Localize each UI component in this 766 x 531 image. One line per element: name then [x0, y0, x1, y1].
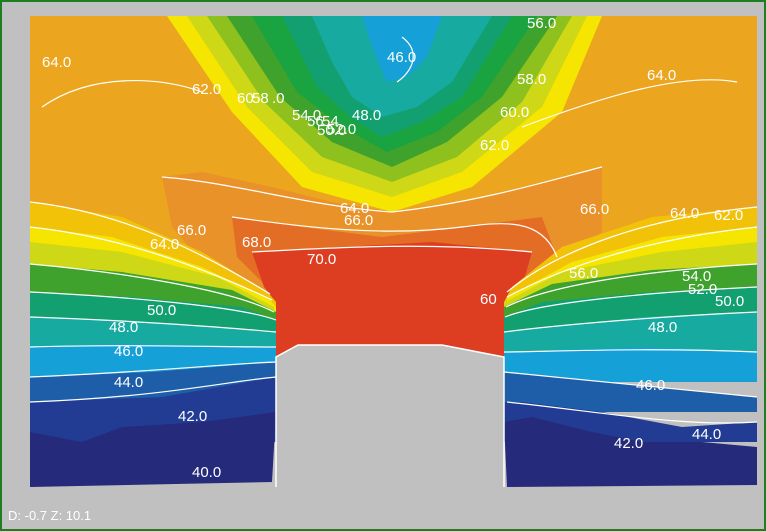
status-readout: D: -0.7 Z: 10.1 [8, 508, 91, 523]
contour-label: 52.0 [327, 121, 356, 138]
contour-label: 64.0 [670, 205, 699, 222]
contour-label: 40.0 [192, 464, 221, 481]
contour-label: 56.0 [527, 15, 556, 32]
contour-label: 44.0 [692, 426, 721, 443]
contour-label: 64.0 [647, 67, 676, 84]
contour-label: 62.0 [192, 81, 221, 98]
contour-label: 56.0 [569, 265, 598, 282]
contour-label: 58 [252, 90, 269, 107]
contour-label: 50.0 [147, 302, 176, 319]
contour-label: 70.0 [307, 251, 336, 268]
contour-label: 58.0 [517, 71, 546, 88]
contour-label: 42.0 [614, 435, 643, 452]
contour-label: 50.0 [715, 293, 744, 310]
contour-label: 66.0 [344, 212, 373, 229]
contour-label: 48.0 [109, 319, 138, 336]
contour-label: 60.0 [500, 104, 529, 121]
contour-label: 46.0 [114, 343, 143, 360]
contour-label: 48.0 [352, 107, 381, 124]
contour-label: .0 [272, 90, 285, 107]
contour-label: 64.0 [150, 236, 179, 253]
contour-label: 68.0 [242, 234, 271, 251]
contour-label: 62.0 [714, 207, 743, 224]
contour-label: 48.0 [648, 319, 677, 336]
contour-label: 44.0 [114, 374, 143, 391]
contour-label: 46.0 [387, 49, 416, 66]
contour-label: 42.0 [178, 408, 207, 425]
contour-label: 52.0 [688, 281, 717, 298]
equipment-cutout [276, 345, 504, 531]
contour-label: 46.0 [636, 377, 665, 394]
contour-label: 60 [480, 291, 497, 308]
contour-label: 62.0 [480, 137, 509, 154]
contour-label: 66.0 [580, 201, 609, 218]
contour-label: 66.0 [177, 222, 206, 239]
contour-label: 64.0 [42, 54, 71, 71]
